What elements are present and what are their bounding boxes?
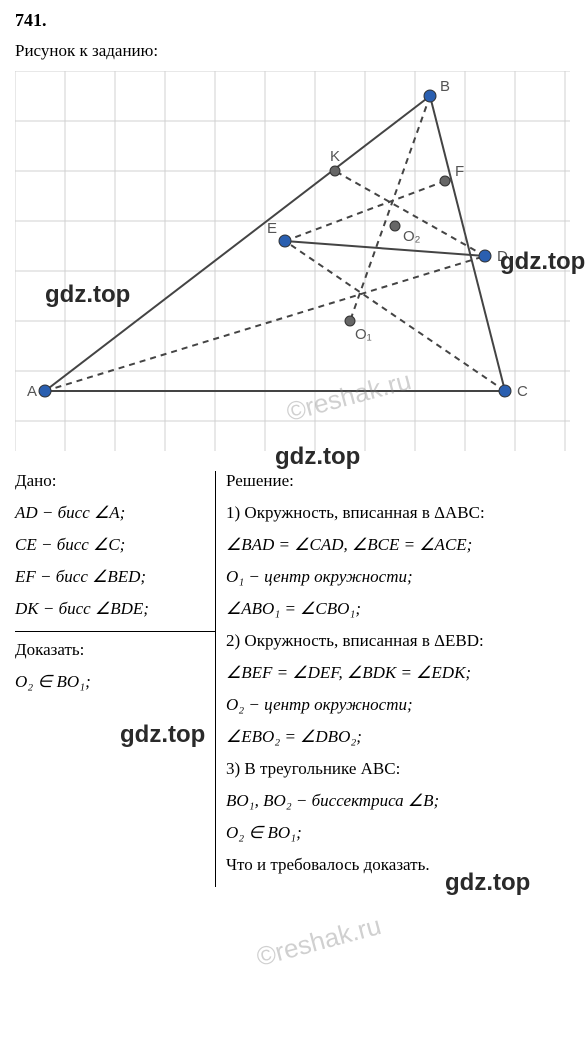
- watermark-gdz-solleft: gdz.top: [120, 721, 205, 749]
- solution-label: Решение:: [226, 471, 570, 491]
- solution-line: ∠BAD = ∠CAD, ∠BCE = ∠ACE;: [226, 535, 570, 555]
- solution-column: Решение: 1) Окружность, вписанная в ΔABC…: [216, 471, 570, 887]
- solution-line: 1) Окружность, вписанная в ΔABC:: [226, 503, 570, 523]
- watermark-reshak-solution: ©reshak.ru: [253, 910, 384, 973]
- solution-grid: gdz.top gdz.top gdz.top ©reshak.ru Дано:…: [15, 471, 570, 887]
- svg-text:C: C: [517, 383, 528, 400]
- solution-line: O₂ − центр окружности;: [226, 695, 570, 715]
- solution-line: BO₁, BO₂ − биссектриса ∠B;: [226, 791, 570, 811]
- svg-text:F: F: [455, 163, 464, 180]
- solution-line: ∠BEF = ∠DEF, ∠BDK = ∠EDK;: [226, 663, 570, 683]
- given-label: Дано:: [15, 471, 205, 491]
- prove-item: O₂ ∈ BO₁;: [15, 672, 205, 692]
- solution-line: 2) Окружность, вписанная в ΔEBD:: [226, 631, 570, 651]
- watermark-gdz-right: gdz.top: [500, 248, 585, 276]
- watermark-gdz-solright: gdz.top: [445, 869, 530, 897]
- svg-text:O₂: O₂: [403, 228, 421, 245]
- solution-line: ∠ABO₁ = ∠CBO₁;: [226, 599, 570, 619]
- problem-number: 741.: [15, 10, 570, 31]
- solution-line: 3) В треугольнике ABC:: [226, 759, 570, 779]
- svg-text:B: B: [440, 78, 450, 95]
- given-item: DK − бисс ∠BDE;: [15, 599, 205, 619]
- solution-line: ∠EBO₂ = ∠DBO₂;: [226, 727, 570, 747]
- svg-text:O₁: O₁: [355, 326, 372, 343]
- figure-caption: Рисунок к заданию:: [15, 41, 570, 61]
- diagram-container: ABCDEKFO₁O₂ gdz.top gdz.top ©reshak.ru: [15, 71, 570, 451]
- svg-text:K: K: [330, 148, 340, 165]
- svg-text:A: A: [27, 383, 37, 400]
- solution-line: O₂ ∈ BO₁;: [226, 823, 570, 843]
- given-prove-divider: [15, 631, 215, 632]
- watermark-gdz-left: gdz.top: [45, 281, 130, 309]
- given-item: AD − бисс ∠A;: [15, 503, 205, 523]
- watermark-gdz-center: gdz.top: [275, 443, 360, 471]
- given-column: Дано: AD − бисс ∠A; CE − бисс ∠C; EF − бис…: [15, 471, 215, 887]
- prove-label: Доказать:: [15, 640, 205, 660]
- given-item: CE − бисс ∠C;: [15, 535, 205, 555]
- svg-text:E: E: [267, 220, 277, 237]
- geometry-diagram: ABCDEKFO₁O₂: [15, 71, 570, 451]
- given-item: EF − бисс ∠BED;: [15, 567, 205, 587]
- solution-line: O₁ − центр окружности;: [226, 567, 570, 587]
